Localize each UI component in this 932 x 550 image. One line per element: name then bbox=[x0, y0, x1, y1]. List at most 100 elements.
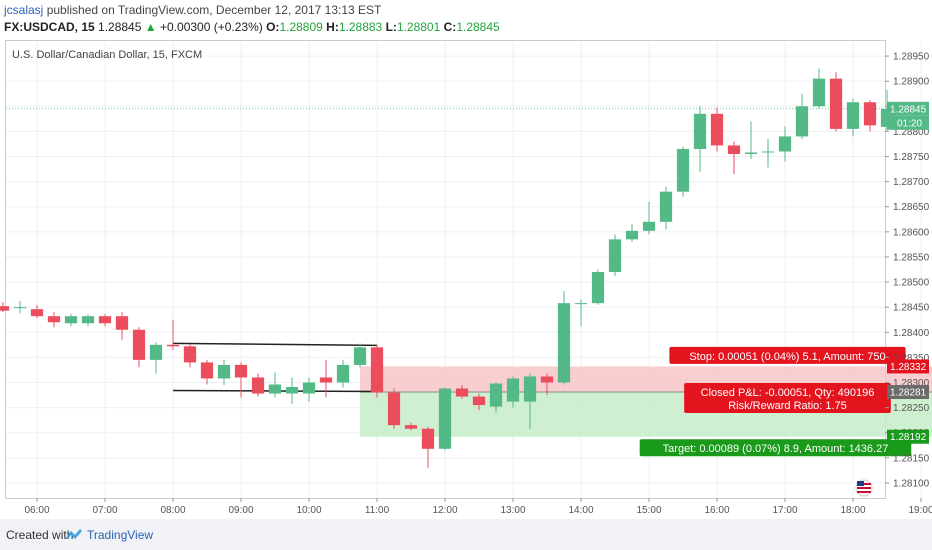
entry-price-label-bg bbox=[887, 385, 929, 400]
author-link[interactable]: jcsalasj bbox=[4, 3, 44, 17]
price-change: +0.00300 (+0.23%) bbox=[160, 20, 263, 34]
candle-bear bbox=[115, 316, 129, 330]
x-tick-label: 10:00 bbox=[296, 505, 321, 516]
x-tick-label: 09:00 bbox=[228, 505, 253, 516]
candle-bear bbox=[370, 347, 384, 393]
candle-bear bbox=[540, 376, 554, 383]
close-label: C: bbox=[443, 20, 457, 34]
entry-price-label: 1.28281 bbox=[890, 388, 927, 399]
y-tick-label: 1.28300 bbox=[893, 378, 930, 389]
candle-bull bbox=[693, 113, 707, 149]
candle-bull bbox=[659, 191, 673, 222]
target-price-label-bg bbox=[887, 429, 929, 444]
countdown-bg bbox=[887, 115, 929, 130]
position-tool[interactable]: Stop: 0.00051 (0.04%) 5.1, Amount: 750 Cl… bbox=[360, 346, 932, 457]
tradingview-brand-link[interactable]: TradingView bbox=[87, 528, 154, 542]
candle-bull bbox=[353, 347, 367, 365]
chart-title: U.S. Dollar/Canadian Dollar, 15, FXCM bbox=[12, 49, 202, 61]
candle-bull bbox=[591, 272, 605, 304]
candle-bull bbox=[506, 378, 520, 402]
x-tick-label: 18:00 bbox=[840, 505, 865, 516]
candlestick-chart[interactable]: Stop: 0.00051 (0.04%) 5.1, Amount: 750 Cl… bbox=[0, 0, 932, 519]
stop-price-label: 1.28332 bbox=[890, 362, 927, 373]
x-tick-label: 14:00 bbox=[568, 505, 593, 516]
y-tick-label: 1.28650 bbox=[893, 202, 930, 213]
candle-bear bbox=[727, 145, 741, 154]
high-label: H: bbox=[326, 20, 339, 34]
candle-bull bbox=[676, 148, 690, 192]
published-text: published on TradingView.com, December 1… bbox=[46, 3, 382, 17]
candle-bear bbox=[183, 346, 197, 363]
pnl-info-text: Risk/Reward Ratio: 1.75 bbox=[728, 400, 847, 412]
y-tick-label: 1.28750 bbox=[893, 152, 930, 163]
y-tick-label: 1.28600 bbox=[893, 227, 930, 238]
y-tick-label: 1.28900 bbox=[893, 77, 930, 88]
target-price-label: 1.28192 bbox=[890, 432, 927, 443]
candle-bear bbox=[404, 425, 418, 429]
quote-line: FX:USDCAD, 15 1.28845 ▲ +0.00300 (+0.23%… bbox=[4, 20, 500, 34]
x-tick-label: 11:00 bbox=[365, 505, 390, 516]
high-value: 1.28883 bbox=[338, 20, 383, 34]
current-price-label-bg bbox=[887, 101, 929, 116]
candle-bear bbox=[200, 362, 214, 379]
x-tick-label: 16:00 bbox=[704, 505, 729, 516]
footer: Created with TradingView bbox=[0, 519, 932, 550]
y-tick-label: 1.28100 bbox=[893, 478, 930, 489]
candle-bull bbox=[846, 102, 860, 129]
y-tick-label: 1.28800 bbox=[893, 127, 930, 138]
candle-bear bbox=[30, 309, 44, 317]
y-tick-label: 1.28150 bbox=[893, 453, 930, 464]
candle-bull bbox=[625, 230, 639, 240]
flag-canton bbox=[857, 481, 864, 486]
flag-stripe bbox=[857, 487, 871, 489]
time-axis[interactable]: 06:00 07:00 08:00 09:00 10:00 11:00 12:00 13:00… bbox=[24, 498, 932, 516]
candle-bull bbox=[438, 388, 452, 449]
candle-bear bbox=[710, 113, 724, 146]
stop-info-box[interactable] bbox=[669, 346, 906, 364]
candle-bear bbox=[863, 102, 877, 126]
candle-bull bbox=[268, 384, 282, 394]
symbol-label: FX:USDCAD, 15 bbox=[4, 20, 95, 34]
countdown-label: 01:20 bbox=[897, 118, 922, 129]
y-tick-label: 1.28250 bbox=[893, 403, 930, 414]
candle-bear bbox=[455, 388, 469, 397]
x-tick-label: 08:00 bbox=[160, 505, 185, 516]
last-price: 1.28845 bbox=[98, 20, 142, 34]
low-value: 1.28801 bbox=[396, 20, 441, 34]
low-label: L: bbox=[385, 20, 397, 34]
close-value: 1.28845 bbox=[456, 20, 500, 34]
trend-line[interactable] bbox=[172, 342, 378, 347]
target-info-box[interactable] bbox=[639, 439, 912, 457]
open-value: 1.28809 bbox=[279, 20, 323, 34]
price-labels: 1.28845 01:20 1.28332 1.28281 1.28192 bbox=[887, 101, 929, 444]
chart-header: jcsalasj published on TradingView.com, D… bbox=[0, 0, 932, 40]
tradingview-logo-icon[interactable] bbox=[64, 527, 84, 541]
candle-bear bbox=[251, 377, 265, 394]
candle-bull bbox=[795, 106, 809, 137]
x-tick-label: 19:00 bbox=[908, 505, 932, 516]
candles bbox=[0, 68, 894, 468]
candle-bull bbox=[302, 382, 316, 394]
candle-bull bbox=[64, 316, 78, 324]
x-tick-label: 17:00 bbox=[772, 505, 797, 516]
us-flag-icon bbox=[855, 479, 873, 497]
pnl-info-box[interactable] bbox=[684, 383, 891, 414]
candle-bull bbox=[557, 303, 571, 383]
y-tick-label: 1.28450 bbox=[893, 303, 930, 314]
candle-bull bbox=[812, 78, 826, 107]
candle-bull bbox=[523, 376, 537, 402]
x-tick-label: 07:00 bbox=[92, 505, 117, 516]
candle-bull bbox=[608, 239, 622, 273]
candle-bull bbox=[574, 303, 588, 305]
candle-bull bbox=[13, 307, 27, 309]
candle-bull bbox=[336, 364, 350, 383]
candle-bear bbox=[421, 428, 435, 449]
publication-line: jcsalasj published on TradingView.com, D… bbox=[4, 3, 381, 17]
candle-bull bbox=[642, 221, 656, 231]
up-arrow-icon: ▲ bbox=[144, 20, 157, 34]
candle-bull bbox=[761, 151, 775, 153]
candle-bull bbox=[149, 344, 163, 360]
candle-bear bbox=[98, 316, 112, 324]
candle-bull bbox=[778, 136, 792, 152]
y-tick-label: 1.28700 bbox=[893, 177, 930, 188]
